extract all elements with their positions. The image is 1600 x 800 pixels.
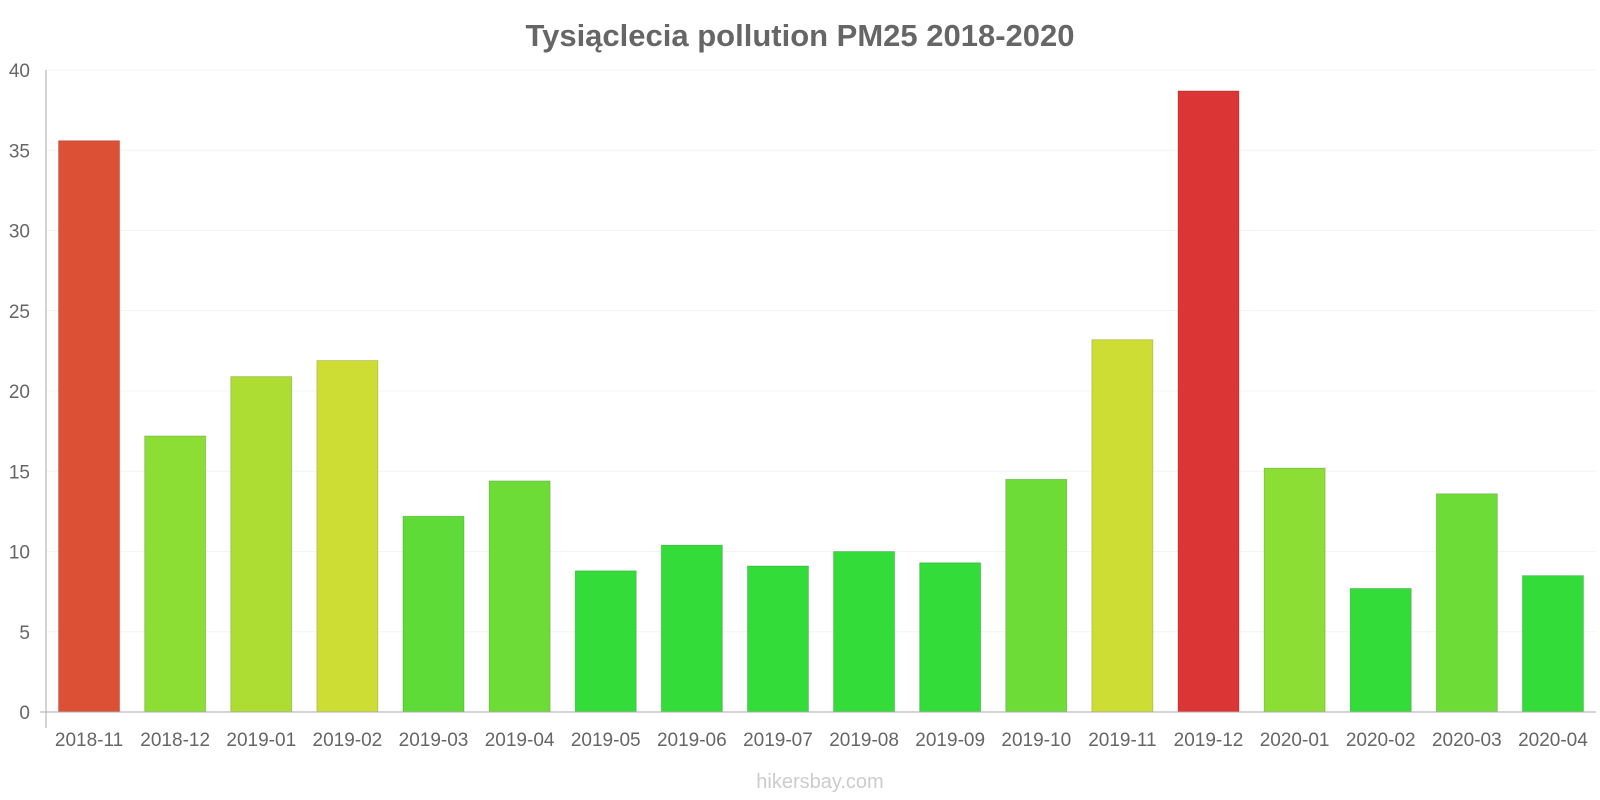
y-tick-labels: 0 5 10 15 20 25 30 35 40 xyxy=(9,61,30,724)
x-tick-labels: 2018-11 2018-12 2019-01 2019-02 2019-03 2019-… xyxy=(55,730,1588,751)
bar-2018-11 xyxy=(57,140,121,713)
y-tick-label: 35 xyxy=(9,141,30,162)
y-tick-label: 25 xyxy=(9,302,30,323)
bars xyxy=(57,90,1585,713)
bar-2020-03 xyxy=(1435,493,1498,713)
x-tick-label: 2020-02 xyxy=(1346,730,1416,751)
y-tick-label: 40 xyxy=(9,61,30,82)
x-tick-label: 2020-04 xyxy=(1518,730,1588,751)
bar-2019-06 xyxy=(660,544,723,713)
chart-title: Tysiąclecia pollution PM25 2018-2020 xyxy=(525,18,1074,53)
x-tick-label: 2018-11 xyxy=(55,730,123,751)
x-tick-label: 2019-12 xyxy=(1174,730,1244,751)
x-tick-label: 2019-02 xyxy=(313,730,383,751)
x-tick-label: 2018-12 xyxy=(140,730,210,751)
bar-2019-01 xyxy=(230,376,293,713)
bar-2019-09 xyxy=(919,562,982,713)
bar-2019-11 xyxy=(1091,339,1154,713)
bar-2019-05 xyxy=(574,570,637,713)
y-tick-label: 0 xyxy=(19,703,30,724)
x-tick-label: 2019-10 xyxy=(1001,730,1071,751)
bar-2019-08 xyxy=(832,551,896,713)
x-tick-label: 2019-07 xyxy=(743,730,813,751)
x-tick-label: 2019-11 xyxy=(1088,730,1156,751)
x-tick-label: 2019-03 xyxy=(399,730,469,751)
bar-2019-04 xyxy=(488,480,551,713)
bar-2019-07 xyxy=(746,565,810,713)
bar-2019-12 xyxy=(1177,90,1240,713)
axes xyxy=(40,70,1596,728)
bar-2019-10 xyxy=(1005,478,1068,713)
y-tick-label: 20 xyxy=(9,382,30,403)
y-tick-label: 15 xyxy=(9,462,30,483)
x-tick-label: 2020-01 xyxy=(1260,730,1330,751)
bar-2018-12 xyxy=(144,435,207,713)
bar-2019-03 xyxy=(402,515,465,713)
watermark: hikersbay.com xyxy=(756,771,883,793)
x-tick-label: 2019-09 xyxy=(915,730,985,751)
x-tick-label: 2019-08 xyxy=(829,730,899,751)
bar-2019-02 xyxy=(316,360,379,713)
bar-2020-01 xyxy=(1263,467,1326,713)
y-tick-label: 10 xyxy=(9,543,30,564)
grid-lines xyxy=(46,69,1596,633)
bar-2020-04 xyxy=(1521,575,1585,713)
y-tick-label: 30 xyxy=(9,222,30,243)
x-tick-label: 2019-06 xyxy=(657,730,727,751)
x-tick-label: 2019-04 xyxy=(485,730,555,751)
x-tick-label: 2019-05 xyxy=(571,730,641,751)
y-tick-label: 5 xyxy=(19,623,30,644)
x-tick-label: 2020-03 xyxy=(1432,730,1502,751)
x-tick-label: 2019-01 xyxy=(226,730,296,751)
bar-2020-02 xyxy=(1349,587,1412,713)
